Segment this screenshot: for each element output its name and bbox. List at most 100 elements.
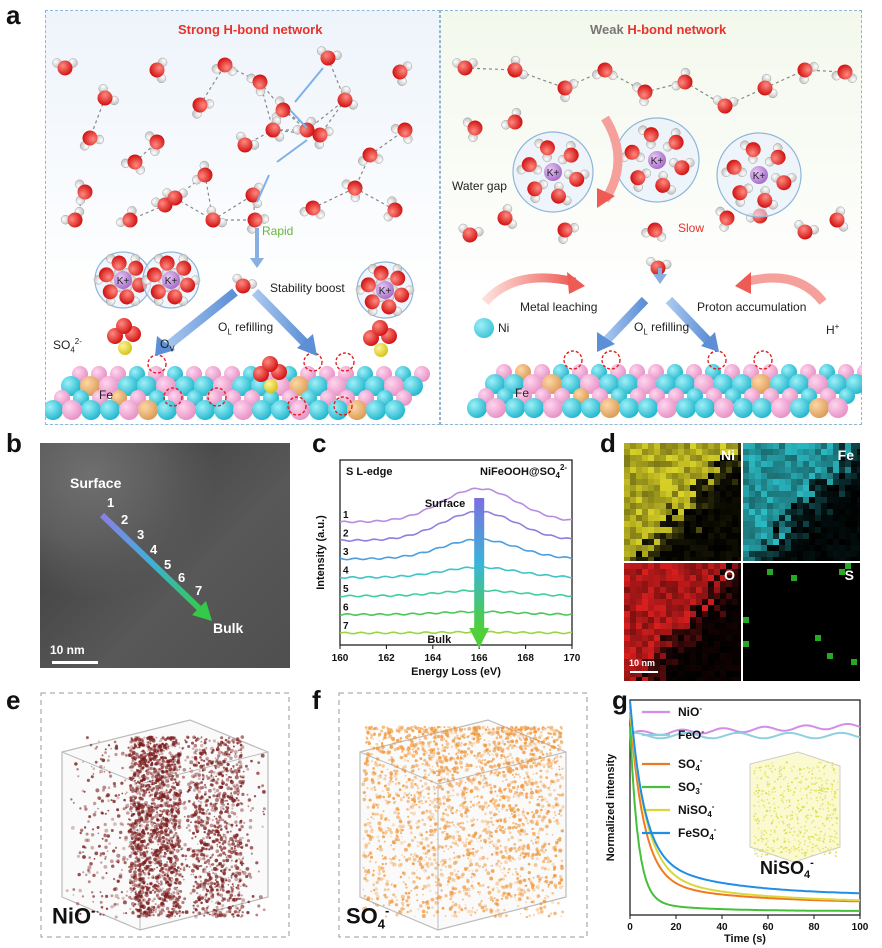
series-label-1: 1 — [343, 510, 349, 521]
ni-legend-sphere — [474, 318, 494, 338]
water-molecule — [341, 179, 363, 203]
series-line — [629, 700, 861, 895]
series-line — [629, 708, 860, 902]
water-molecule — [550, 182, 572, 206]
sulfate-group — [363, 320, 397, 357]
cube-frame — [40, 692, 290, 938]
water-molecule — [563, 169, 590, 187]
svg-text:K+: K+ — [547, 168, 560, 179]
hydrated-k-ion: K+ — [614, 117, 700, 203]
water-molecule — [60, 206, 85, 228]
water-molecule — [757, 73, 778, 99]
series-line-6 — [339, 610, 573, 617]
water-molecule — [383, 196, 403, 222]
water-molecule — [732, 183, 753, 207]
water-molecule — [458, 223, 484, 243]
eds-map-ni: Ni — [624, 443, 741, 561]
water-molecule — [516, 157, 543, 175]
so4-cube-label: SO4- — [346, 903, 390, 932]
series-line-2 — [340, 510, 573, 543]
water-molecule — [669, 157, 695, 176]
rapid-label: Rapid — [262, 224, 294, 238]
water-molecule — [712, 95, 739, 114]
water-molecule — [120, 154, 145, 175]
water-molecule — [765, 143, 786, 167]
linescan-point-6: 6 — [178, 570, 186, 585]
series-line-1 — [339, 487, 573, 524]
eds-maps: Ni Fe O S 10 nm — [624, 443, 860, 681]
water-molecule — [638, 125, 659, 149]
water-molecule — [501, 107, 523, 130]
water-molecule — [771, 172, 797, 191]
water-molecule — [797, 62, 819, 85]
water-molecule — [829, 206, 849, 232]
svg-text:K+: K+ — [165, 276, 178, 287]
water-molecule — [205, 206, 227, 228]
hydrated-k-ion: K+ — [512, 131, 594, 213]
eds-map-label: S — [844, 567, 854, 583]
water-molecule — [557, 79, 579, 103]
svg-text:K+: K+ — [379, 286, 392, 297]
eds-map-fe: Fe — [743, 443, 860, 561]
water-molecule — [831, 64, 857, 83]
series-label-7: 7 — [343, 621, 349, 632]
eds-map-label: Ni — [721, 447, 735, 463]
hydrated-k-ion: K+ — [716, 132, 802, 218]
water-molecule — [557, 222, 579, 244]
water-molecule — [630, 168, 651, 192]
eds-map-label: Fe — [837, 447, 854, 463]
legend-label: SO4- — [678, 756, 703, 773]
panel-label-e: e — [6, 685, 21, 715]
water-molecule — [292, 116, 316, 138]
tof-sims-cube-nio — [40, 692, 290, 938]
hydrated-k-ion: K+ — [93, 251, 153, 309]
water-molecule — [534, 138, 556, 162]
eds-scale-bar — [630, 671, 658, 673]
stability-boost-label: Stability boost — [270, 281, 345, 295]
water-molecule — [247, 212, 270, 234]
metal-leaching-label: Metal leaching — [520, 300, 598, 314]
linescan-point-5: 5 — [164, 557, 172, 572]
legend-label: SO3- — [678, 779, 703, 796]
proton-label: H+ — [826, 322, 840, 337]
water-molecule — [192, 97, 215, 119]
weak-network-title: Weak H-bond network — [590, 22, 727, 37]
tem-scale-label: 10 nm — [50, 643, 85, 657]
series-label-3: 3 — [343, 547, 349, 558]
water-gap-label: Water gap — [452, 179, 507, 193]
x-tick-label: 20 — [670, 922, 682, 933]
panel-label-b: b — [6, 428, 22, 458]
bulk-label: Bulk — [427, 634, 452, 646]
water-molecule — [316, 46, 342, 66]
water-molecule — [312, 126, 334, 150]
tem-bulk-label: Bulk — [213, 620, 244, 636]
tem-linescan-arrow — [99, 512, 212, 621]
x-tick-label: 166 — [471, 653, 488, 664]
panel-label-f: f — [312, 685, 321, 715]
slow-label: Slow — [678, 221, 705, 235]
sulfate-group — [107, 318, 141, 355]
sample-label: NiFeOOH@SO42- — [480, 463, 567, 480]
nio-cube-label: NiO- — [52, 903, 96, 929]
water-molecule — [246, 73, 268, 97]
water-molecule — [299, 200, 325, 219]
y-axis-label: Normalized intensity — [605, 753, 617, 861]
water-molecule — [74, 179, 93, 205]
hydrated-k-ion: K+ — [355, 261, 415, 319]
panel-label-d: d — [600, 428, 616, 458]
svg-text:K+: K+ — [651, 156, 664, 167]
x-tick-label: 100 — [852, 922, 869, 933]
water-molecule — [97, 84, 119, 106]
series-line-7 — [339, 630, 573, 635]
linescan-point-4: 4 — [150, 542, 158, 557]
legend-label: NiO- — [678, 704, 702, 719]
linescan-point-3: 3 — [137, 527, 145, 542]
water-molecule — [211, 57, 237, 76]
series-line — [629, 725, 860, 912]
plot-frame — [339, 459, 573, 646]
series-line-4 — [339, 565, 573, 580]
surface-label: Surface — [425, 498, 465, 510]
water-molecule — [663, 128, 684, 152]
water-molecule — [337, 85, 358, 110]
